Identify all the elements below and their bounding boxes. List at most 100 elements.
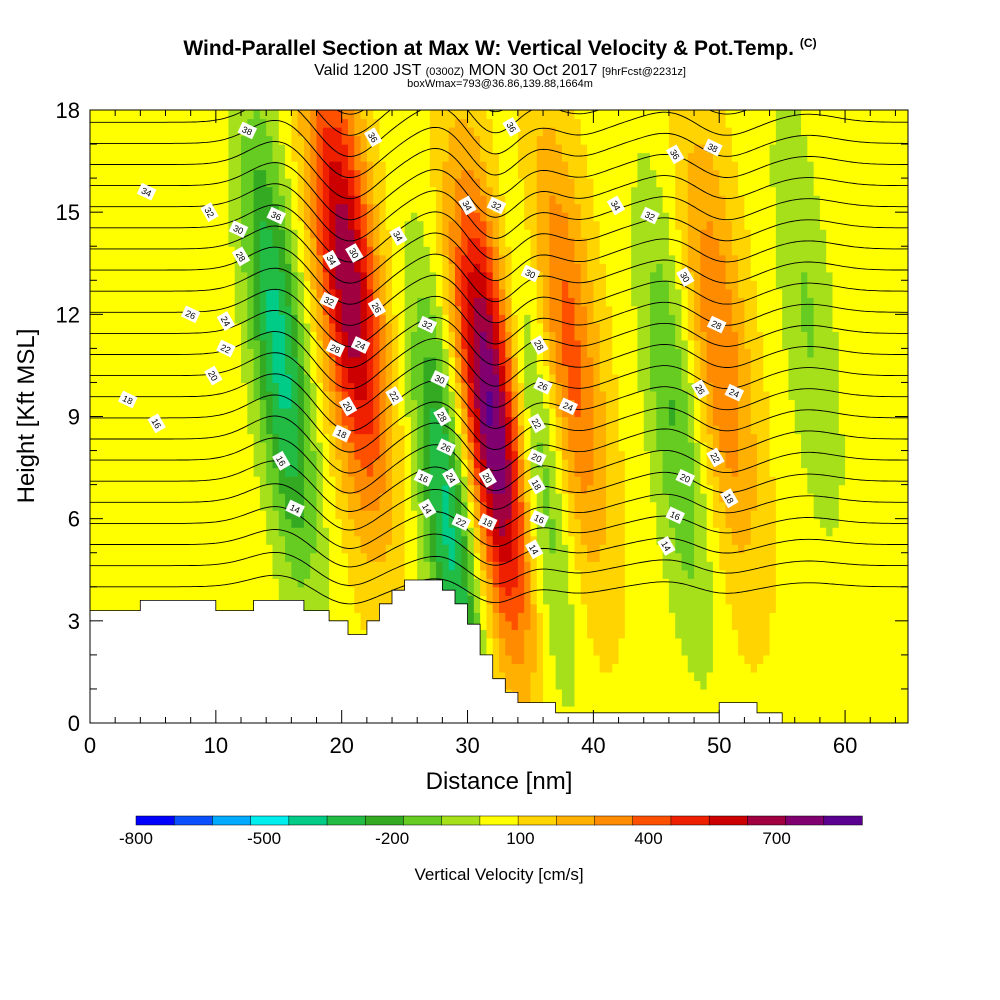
colorbar-swatch [670, 815, 710, 826]
theta-label-text: 18 [335, 427, 348, 440]
theta-label: 30 [345, 243, 364, 263]
colorbar-swatch [441, 815, 481, 826]
theta-label: 26 [533, 376, 553, 395]
theta-label: 16 [529, 509, 550, 528]
theta-label-text: 26 [370, 301, 384, 315]
theta-label-text: 16 [668, 509, 681, 522]
box-max-info: boxWmax=793@36.86,139.88,1664m [407, 78, 593, 90]
theta-label: 16 [665, 506, 685, 525]
chart-title-text: Wind-Parallel Section at Max W: Vertical… [183, 37, 794, 60]
theta-label: 14 [418, 498, 437, 519]
theta-label-text: 20 [341, 400, 355, 414]
theta-label: 30 [520, 264, 541, 283]
theta-label-text: 24 [444, 471, 458, 485]
colorbar-swatch [326, 815, 366, 826]
theta-label-text: 14 [288, 502, 301, 515]
colorbar-tick-label: -800 [119, 829, 153, 848]
theta-label-text: 16 [149, 417, 163, 431]
theta-label-text: 14 [659, 539, 673, 553]
theta-label: 14 [657, 535, 676, 556]
theta-label-text: 26 [439, 441, 452, 454]
theta-label-text: 32 [490, 199, 503, 212]
x-tick-label: 40 [581, 733, 605, 758]
theta-label-text: 30 [433, 373, 446, 386]
theta-label: 32 [319, 291, 339, 310]
colorbar-swatch [517, 815, 557, 826]
theta-label-text: 34 [609, 199, 623, 213]
theta-label: 16 [272, 450, 291, 471]
theta-label-text: 16 [532, 513, 545, 526]
chart-title-mark: (C) [799, 36, 817, 50]
theta-label: 20 [675, 468, 696, 487]
theta-label: 24 [350, 336, 371, 354]
theta-label-text: 24 [354, 339, 367, 352]
theta-label-text: 34 [391, 229, 405, 243]
theta-label: 18 [477, 513, 498, 531]
y-tick-label: 6 [68, 507, 80, 532]
x-tick-label: 50 [707, 733, 731, 758]
theta-label: 22 [385, 386, 404, 407]
colorbar-tick-label: 100 [506, 829, 534, 848]
theta-label-text: 14 [420, 502, 434, 516]
theta-label-text: 34 [140, 186, 153, 199]
y-tick-label: 12 [56, 302, 80, 327]
theta-label-text: 32 [643, 209, 656, 222]
y-tick-labels: 0 3 6 9 12 15 18 [56, 98, 80, 736]
theta-label-text: 26 [536, 380, 549, 393]
axis-ticks [89, 109, 908, 724]
theta-label: 22 [451, 513, 471, 531]
theta-label-text: 24 [561, 400, 574, 413]
theta-label-text: 22 [530, 417, 544, 431]
theta-label: 18 [720, 488, 739, 509]
theta-label: 28 [231, 246, 251, 267]
colorbar-tick-labels: -800 -500 -200 100 400 700 [119, 829, 791, 848]
theta-label: 16 [413, 468, 434, 487]
theta-label-text: 30 [232, 223, 245, 236]
y-tick-label: 15 [56, 200, 80, 225]
theta-label-text: 22 [387, 390, 401, 404]
theta-label-text: 30 [347, 246, 361, 260]
colorbar-swatch [594, 815, 634, 826]
theta-label: 32 [417, 315, 438, 334]
x-tick-label: 10 [204, 733, 228, 758]
x-tick-label: 0 [84, 733, 96, 758]
theta-label: 18 [527, 474, 546, 495]
theta-label: 34 [458, 195, 477, 216]
theta-label-text: 28 [234, 250, 248, 264]
theta-label-text: 34 [324, 253, 338, 267]
theta-label: 30 [430, 370, 450, 388]
theta-label-text: 36 [668, 148, 682, 162]
theta-label: 14 [525, 539, 544, 560]
theta-label: 36 [666, 144, 685, 165]
colorbar-swatch [288, 815, 328, 826]
theta-label: 32 [200, 202, 219, 223]
theta-label-text: 32 [202, 206, 216, 220]
theta-label-text: 22 [219, 342, 232, 355]
x-tick-label: 60 [833, 733, 857, 758]
theta-label: 24 [442, 467, 461, 488]
theta-label-text: 16 [417, 472, 430, 485]
colorbar-swatch [403, 815, 443, 826]
theta-label: 20 [478, 467, 497, 488]
theta-label-text: 18 [530, 478, 544, 492]
theta-label: 24 [216, 311, 236, 332]
colorbar-swatch [365, 815, 405, 826]
theta-label-text: 28 [435, 410, 449, 424]
colorbar-swatch [173, 815, 214, 826]
theta-label: 38 [237, 121, 258, 140]
colorbar-swatch [823, 815, 863, 826]
theta-label: 20 [338, 396, 358, 417]
theta-label-text: 28 [329, 342, 342, 355]
colorbar-tick-label: -200 [375, 829, 409, 848]
theta-label: 24 [558, 397, 578, 416]
theta-label: 22 [527, 413, 546, 434]
colorbar-swatch [708, 815, 749, 826]
theta-label: 34 [606, 195, 626, 216]
theta-label-text: 38 [706, 141, 719, 154]
colorbar-swatch [785, 815, 825, 826]
theta-label-text: 20 [206, 369, 220, 383]
colorbar-swatch [632, 815, 672, 826]
theta-label-text: 20 [530, 451, 543, 464]
x-tick-label: 30 [455, 733, 479, 758]
colorbar-swatch [212, 815, 252, 826]
